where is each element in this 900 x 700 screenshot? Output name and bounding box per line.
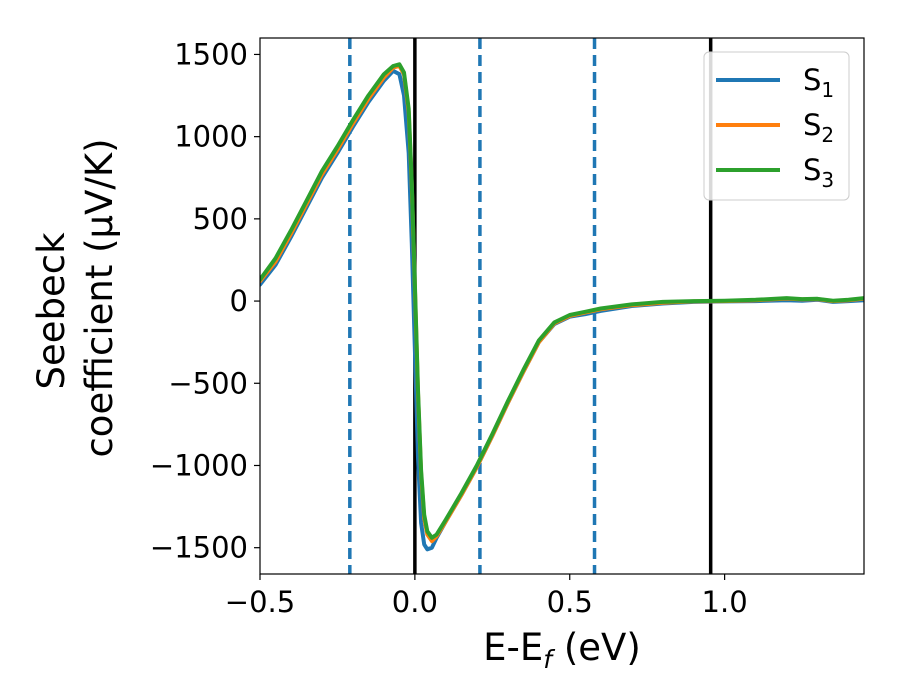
x-tick-label: 0.0 bbox=[392, 585, 438, 619]
x-axis-title-tail: (eV) bbox=[552, 626, 641, 669]
legend-label-s3: S3 bbox=[803, 153, 834, 192]
x-axis-title: E-Ef (eV) bbox=[483, 626, 641, 674]
legend-label-s2: S2 bbox=[803, 108, 834, 147]
y-axis-title-line1: Seebeck bbox=[30, 232, 73, 390]
y-tick-label: 0 bbox=[230, 284, 248, 318]
x-tick-label: −0.5 bbox=[225, 585, 295, 619]
y-tick-label: −1500 bbox=[150, 531, 248, 565]
legend-label-main: S bbox=[803, 153, 821, 187]
x-axis-ticks: −0.5 0.0 0.5 1.0 bbox=[225, 574, 748, 619]
plot-frame bbox=[259, 37, 865, 575]
x-tick-label: 1.0 bbox=[702, 585, 748, 619]
legend-label-subscript: 3 bbox=[821, 168, 834, 192]
series-lines bbox=[260, 62, 864, 552]
x-tick-label: 0.5 bbox=[547, 585, 593, 619]
y-tick-label: 1500 bbox=[174, 37, 248, 71]
legend-label-main: S bbox=[803, 63, 821, 97]
y-axis-ticks: 1500 1000 500 0 −500 −1000 −1500 bbox=[150, 37, 260, 565]
y-tick-label: −500 bbox=[168, 366, 248, 400]
legend-label-subscript: 2 bbox=[821, 123, 834, 147]
y-axis-title-line2: coefficient (μV/K) bbox=[78, 138, 121, 457]
x-axis-title-main: E-E bbox=[483, 626, 543, 669]
legend-label-main: S bbox=[803, 108, 821, 142]
legend-label-s1: S1 bbox=[803, 63, 834, 102]
series-line-s3 bbox=[260, 62, 864, 540]
legend-label-subscript: 1 bbox=[821, 78, 834, 102]
y-tick-label: 1000 bbox=[174, 120, 248, 154]
y-tick-label: 500 bbox=[193, 202, 248, 236]
y-tick-label: −1000 bbox=[150, 448, 248, 482]
